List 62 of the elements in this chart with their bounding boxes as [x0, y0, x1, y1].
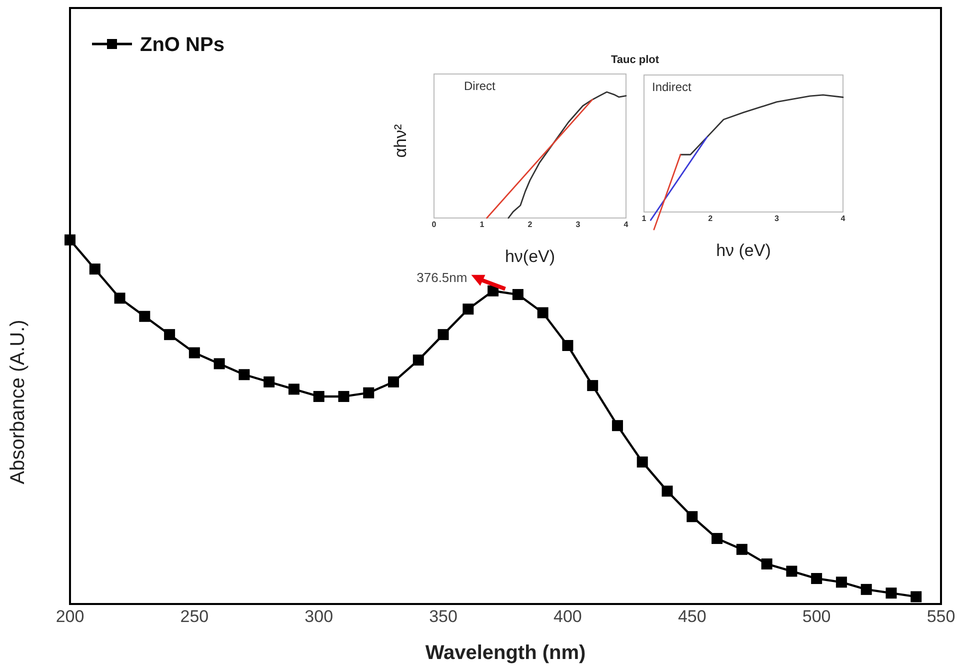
point	[363, 387, 374, 398]
text: Indirect	[652, 80, 692, 94]
y-axis-title: αhν²	[391, 124, 410, 158]
point	[860, 584, 872, 595]
point	[462, 304, 474, 315]
x-tick-label: 200	[56, 607, 84, 626]
legend-label: ZnO NPs	[140, 34, 224, 56]
point	[412, 354, 424, 366]
point	[612, 420, 623, 432]
annotation: Direct	[464, 79, 496, 93]
x-tick-label: 350	[429, 607, 458, 626]
point	[388, 376, 400, 388]
x-tick-label: 3	[774, 214, 780, 223]
point	[89, 264, 100, 275]
x-tick-label: 4	[624, 220, 629, 229]
x-tick-label: 2	[528, 220, 533, 229]
point	[537, 307, 548, 318]
x-tick-label: 1	[480, 220, 485, 229]
x-tick-label: 1	[642, 214, 647, 223]
point	[686, 511, 698, 522]
point	[736, 544, 748, 555]
point	[214, 358, 225, 370]
x-tick-label: 3	[576, 220, 581, 229]
point	[811, 573, 822, 584]
point	[139, 310, 150, 322]
point	[662, 486, 673, 497]
point	[636, 456, 648, 468]
point	[338, 390, 350, 402]
point	[164, 329, 176, 340]
point	[886, 588, 897, 599]
point	[114, 292, 126, 304]
point	[836, 576, 847, 588]
x-tick-label: 300	[304, 607, 334, 626]
point	[188, 347, 200, 358]
point	[313, 390, 324, 402]
x-tick-label: 450	[678, 607, 706, 626]
x-axis-title: Wavelength (nm)	[425, 642, 586, 664]
x-axis-title: hν(eV)	[504, 247, 556, 266]
x-tick-label: 500	[802, 607, 831, 626]
chart-title: Tauc plot	[610, 54, 660, 66]
y-axis-title: Absorbance (A.U.)	[7, 320, 29, 484]
annotation: 376.5nm	[416, 270, 468, 285]
point	[488, 285, 499, 296]
point	[712, 532, 723, 544]
point	[512, 289, 524, 300]
x-tick-label: 550	[926, 607, 956, 626]
point	[438, 329, 449, 340]
x-tick-label: 250	[180, 607, 209, 626]
point	[238, 369, 250, 380]
point	[587, 380, 598, 392]
point	[288, 384, 300, 395]
x-tick-label: 4	[840, 214, 846, 223]
point	[562, 340, 574, 352]
x-axis-title: hν (eV)	[716, 241, 771, 260]
point	[64, 234, 76, 246]
x-tick-label: 0	[432, 220, 437, 229]
point	[761, 558, 772, 570]
point	[786, 566, 798, 577]
point	[910, 591, 922, 602]
x-tick-label: 2	[708, 214, 714, 223]
x-tick-label: 400	[554, 607, 582, 626]
point	[264, 376, 275, 388]
